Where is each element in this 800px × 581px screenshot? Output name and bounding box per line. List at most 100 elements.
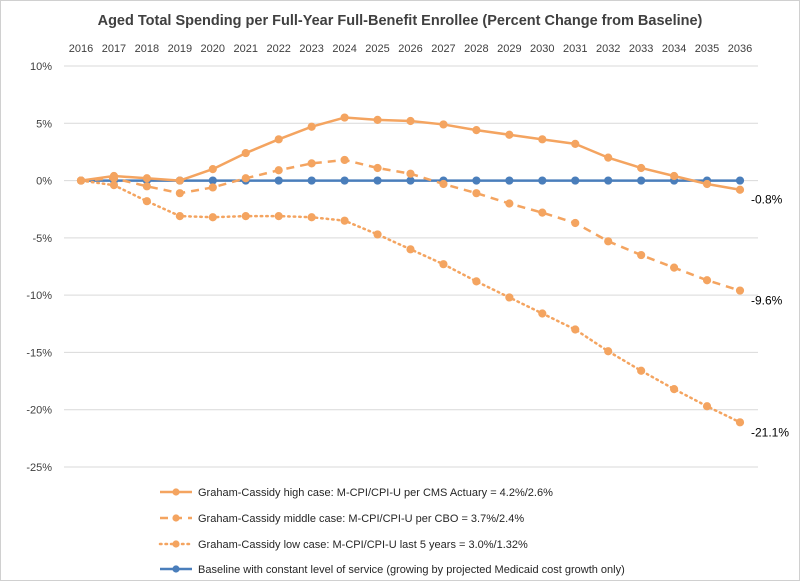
data-point [538,309,547,318]
series-0 [76,113,745,194]
y-tick-label: -15% [26,347,52,359]
data-point [735,185,745,194]
chart-title: Aged Total Spending per Full-Year Full-B… [98,13,703,29]
data-point [340,216,349,225]
y-tick-label: 10% [30,61,52,73]
data-point [538,176,547,185]
data-point [142,182,151,191]
data-point [637,250,646,260]
data-point [373,115,382,124]
data-point [340,113,349,122]
legend-marker [172,514,180,522]
x-tick-label: 2033 [629,43,653,55]
data-point [571,176,580,185]
x-tick-label: 2018 [135,43,159,55]
data-point [208,165,217,174]
data-point [109,171,119,181]
data-point [274,176,283,185]
data-point [340,155,349,165]
end-labels: -0.8% -9.6% -21.1% [751,193,789,440]
legend-entry: Graham-Cassidy high case: M-CPI/CPI-U pe… [160,487,553,499]
data-point [109,181,119,190]
x-tick-label: 2026 [398,43,422,55]
x-tick-label: 2029 [497,43,521,55]
x-tick-label: 2036 [728,43,752,55]
x-tick-label: 2023 [299,43,323,55]
data-point [571,218,580,228]
y-tick-label: -5% [32,233,52,245]
x-tick-label: 2017 [102,43,126,55]
data-point [439,179,448,189]
data-point [702,276,712,285]
data-point [406,245,415,254]
data-point [241,148,250,158]
x-tick-label: 2019 [168,43,192,55]
data-point [538,208,547,217]
series-2 [76,176,745,427]
data-point [373,163,382,173]
legend-entry: Graham-Cassidy low case: M-CPI/CPI-U las… [158,539,528,551]
data-point [735,418,745,427]
gridlines [64,65,758,468]
data-point [274,135,283,144]
data-point [241,211,250,221]
legend-marker [172,488,180,496]
y-axis-tick-labels: 10% 5% 0% -5% -10% -15% -20% -25% [26,61,52,474]
data-point [373,230,382,239]
y-tick-label: 5% [36,118,52,130]
data-point [175,211,184,221]
data-point [439,120,448,129]
end-value-label: -0.8% [751,193,783,207]
data-point [670,263,679,272]
y-tick-label: -25% [26,462,52,474]
legend-marker [172,565,180,573]
x-tick-label: 2021 [234,43,258,55]
y-tick-label: 0% [36,176,52,188]
data-point [373,176,382,185]
legend-label: Graham-Cassidy low case: M-CPI/CPI-U las… [198,539,528,551]
data-point [604,347,613,356]
x-tick-label: 2022 [266,43,290,55]
x-tick-label: 2034 [662,43,686,55]
data-point [406,116,415,126]
x-tick-label: 2030 [530,43,554,55]
data-point [637,366,646,375]
end-value-label: -21.1% [751,425,789,439]
data-point [241,174,250,183]
data-point [208,183,217,192]
data-point [604,153,613,162]
data-point [538,135,547,144]
data-point [472,277,481,286]
data-point [505,130,514,139]
data-point [702,402,712,411]
data-point [702,179,712,189]
x-tick-label: 2016 [69,43,93,55]
data-point [307,176,316,185]
data-point [472,126,481,135]
data-point [472,176,481,185]
data-point [307,122,316,131]
legend-label: Baseline with constant level of service … [198,564,625,576]
x-tick-label: 2032 [596,43,620,55]
data-point [505,293,514,302]
data-point [307,213,316,222]
legend-label: Graham-Cassidy high case: M-CPI/CPI-U pe… [198,487,553,499]
y-tick-label: -10% [26,290,52,302]
data-point [637,176,646,185]
data-point [571,139,580,149]
data-point [505,176,514,185]
x-tick-label: 2027 [431,43,455,55]
data-point [406,169,415,178]
data-point [637,163,646,173]
data-point [406,176,415,185]
data-point [604,237,613,246]
series-1 [76,155,745,295]
x-tick-label: 2031 [563,43,587,55]
data-point [76,176,86,185]
data-point [735,176,745,185]
x-tick-label: 2035 [695,43,719,55]
data-point [208,176,217,185]
x-tick-label: 2020 [201,43,225,55]
